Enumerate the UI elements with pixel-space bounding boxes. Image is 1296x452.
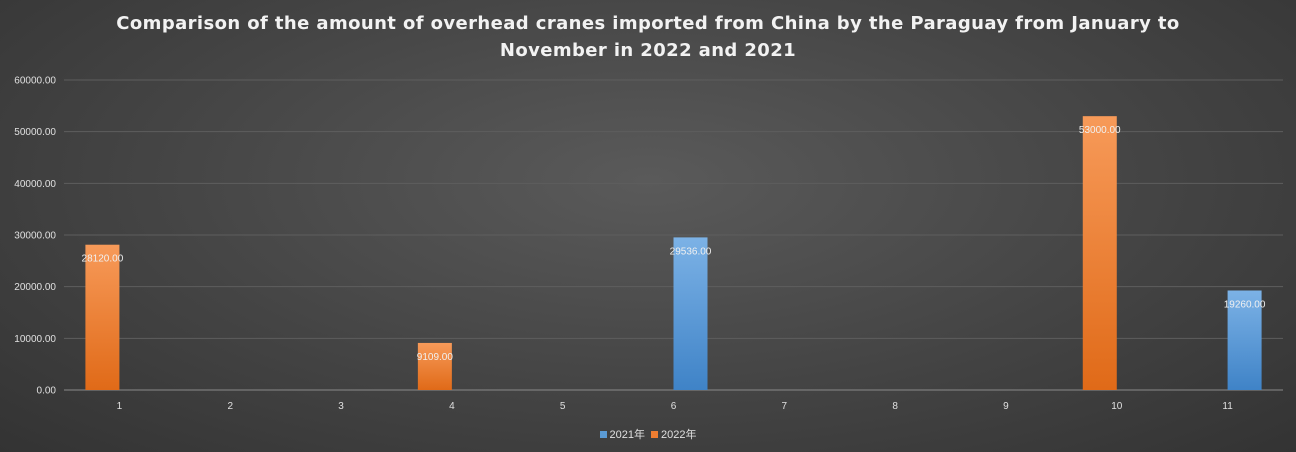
bar-2021年-6[interactable] [673,237,708,390]
x-tick-label: 5 [560,401,566,412]
legend-label-2022: 2022年 [661,429,697,441]
chart-title-line-1: Comparison of the amount of overhead cra… [116,13,1180,34]
x-tick-label: 2 [227,401,233,412]
data-label: 9109.00 [417,352,454,363]
x-tick-label: 8 [892,401,898,412]
legend-item-2021[interactable]: 2021年 [599,426,645,442]
x-tick-label: 9 [1003,401,1009,412]
chart-title-line-2: November in 2022 and 2021 [499,40,797,61]
y-tick-label: 60000.00 [14,76,56,87]
bars [85,116,1262,391]
legend-item-2022[interactable]: 2022年 [651,426,696,442]
y-tick-label: 30000.00 [14,231,56,242]
legend-label-2021: 2021年 [609,429,645,441]
x-axis: 1 2 3 4 5 6 7 8 9 10 11 [117,401,1234,412]
data-label: 29536.00 [670,246,712,257]
bar-2022年-1[interactable] [85,244,120,390]
x-tick-label: 3 [338,401,344,412]
legend-swatch-2022 [651,430,658,438]
data-labels: 29536.00 19260.00 28120.00 9109.00 53000.00 [82,125,1266,363]
x-tick-label: 11 [1222,401,1233,412]
y-axis: 0.00 10000.00 20000.00 30000.00 40000.00 5000… [14,76,56,397]
data-label: 53000.00 [1079,125,1121,136]
y-tick-label: 10000.00 [14,334,56,345]
legend: 2021年 2022年 [0,426,1296,442]
bar-2021年-11[interactable] [1227,290,1262,390]
data-label: 19260.00 [1224,299,1266,310]
y-tick-label: 20000.00 [14,282,56,293]
legend-swatch-2021 [599,430,607,438]
x-tick-label: 4 [449,401,455,412]
bar-2022年-10[interactable] [1082,116,1117,391]
data-label: 28120.00 [82,254,124,265]
chart-title: Comparison of the amount of overhead cra… [0,10,1296,64]
x-tick-label: 6 [671,401,677,412]
y-tick-label: 40000.00 [14,179,56,190]
y-tick-label: 50000.00 [14,127,56,138]
x-tick-label: 10 [1111,401,1123,412]
grid-lines [64,79,1283,391]
x-tick-label: 7 [782,401,788,412]
x-tick-label: 1 [117,401,123,412]
y-tick-label: 0.00 [37,386,57,397]
bar-2022年-4[interactable] [417,342,452,390]
